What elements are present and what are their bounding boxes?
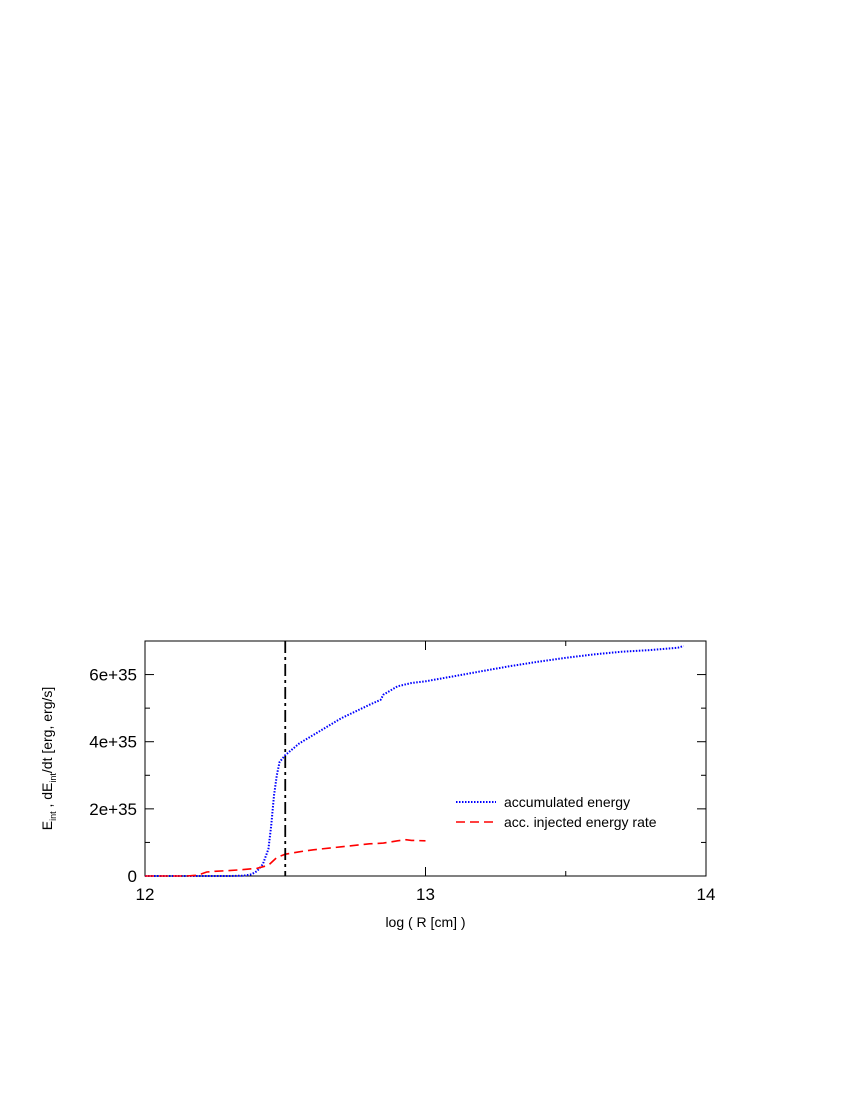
- y-axis-label-subscript: int: [48, 811, 58, 821]
- series-line-injected-energy-rate: [145, 838, 426, 877]
- y-tick-label: 6e+35: [89, 666, 137, 685]
- x-axis-label: log ( R [cm] ): [385, 914, 465, 930]
- y-axis-label-part: E: [39, 821, 55, 830]
- x-tick-label: 12: [136, 885, 155, 904]
- legend-entry-injected-energy-rate: acc. injected energy rate: [504, 814, 657, 830]
- legend-entry-accumulated-energy: accumulated energy: [504, 794, 630, 810]
- y-axis-label-part: , dE: [39, 783, 55, 812]
- y-tick-label: 0: [128, 867, 137, 886]
- legend: accumulated energy acc. injected energy …: [456, 794, 657, 830]
- y-axis-label-subscript: int: [48, 773, 58, 783]
- y-axis-label: Eint , dEint/dt [erg, erg/s]: [39, 687, 58, 831]
- x-tick-label: 14: [697, 885, 716, 904]
- series-line-accumulated-energy: [145, 645, 684, 877]
- x-tick-label: 13: [416, 885, 435, 904]
- y-tick-label: 4e+35: [89, 733, 137, 752]
- y-tick-label: 2e+35: [89, 800, 137, 819]
- y-axis-label-part: /dt [erg, erg/s]: [39, 687, 55, 773]
